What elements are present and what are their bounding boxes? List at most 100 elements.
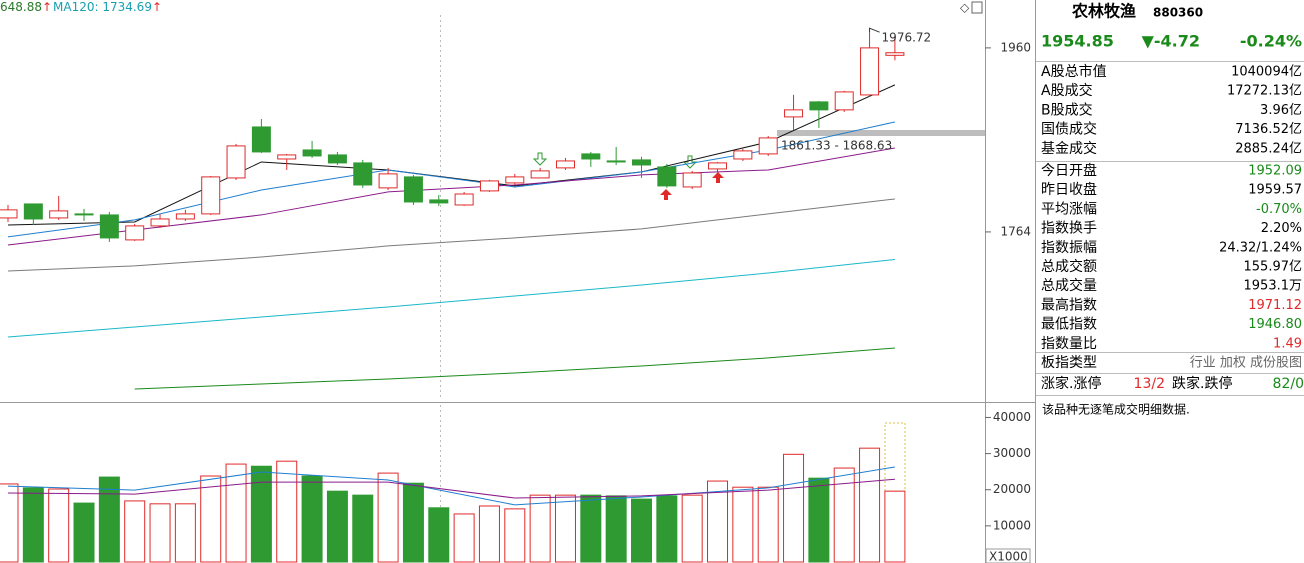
candle-body xyxy=(125,225,145,241)
candle-body xyxy=(251,126,271,153)
high-pointer xyxy=(869,27,880,33)
stat-value: 行业 加权 成份股图 xyxy=(1190,355,1302,371)
volume-bar xyxy=(631,498,652,563)
price-change-pct: -0.24% xyxy=(1240,32,1302,51)
moving-average xyxy=(7,84,896,226)
breadth-label: 涨家.涨停 xyxy=(1041,375,1101,392)
candle-body xyxy=(403,176,423,203)
signal-arrow-down xyxy=(532,152,548,166)
moving-average xyxy=(134,347,895,390)
stat-value: 2885.24亿 xyxy=(1235,141,1302,156)
candle-body xyxy=(530,170,550,179)
candle-body xyxy=(454,193,474,206)
stat-label: 指数振幅 xyxy=(1041,240,1097,256)
volume-bar xyxy=(732,486,754,563)
candle-body xyxy=(327,154,347,164)
volume-bar xyxy=(428,507,450,563)
volume-bar xyxy=(859,447,881,563)
price-change: ▼-4.72 xyxy=(1142,32,1200,51)
candle-body xyxy=(834,91,854,111)
stat-label: B股成交 xyxy=(1041,101,1093,118)
candle-body xyxy=(708,162,728,170)
stat-label: 基金成交 xyxy=(1041,140,1097,157)
projected-volume xyxy=(884,422,906,492)
candle-body xyxy=(885,52,905,56)
high-label: 1976.72 xyxy=(882,31,932,45)
volume-bar xyxy=(250,465,272,563)
y-tick-label: 40000 xyxy=(993,410,1031,424)
stat-value: 17272.13亿 xyxy=(1227,84,1302,99)
trade-note: 该品种无逐笔成交明细数据. xyxy=(1042,402,1190,417)
chart-icon[interactable]: ◇ xyxy=(960,1,970,15)
y-tick-label: 10000 xyxy=(993,518,1031,532)
candle-body xyxy=(555,160,575,169)
signal-arrow-up xyxy=(712,172,724,183)
ma-legend-value: 648.88 xyxy=(0,0,42,14)
candle-body xyxy=(682,172,702,188)
volume-bar xyxy=(276,460,298,563)
volume-bar xyxy=(0,483,19,563)
index-code: 880360 xyxy=(1153,6,1203,20)
volume-bar xyxy=(301,475,323,563)
candle-body xyxy=(353,162,373,186)
candle-body xyxy=(175,213,195,220)
range-label: 1861.33 - 1868.63 xyxy=(781,139,892,153)
breadth-value: 13/2 xyxy=(1134,376,1165,392)
volume-bar xyxy=(580,494,602,563)
volume-bar xyxy=(808,477,830,563)
stat-value: 1953.1万 xyxy=(1244,279,1303,294)
stat-value: 7136.52亿 xyxy=(1235,122,1302,137)
volume-bar xyxy=(174,503,196,563)
moving-average xyxy=(7,147,895,246)
volume-bar xyxy=(22,487,44,563)
ma-legend-arrow: ↑ xyxy=(42,0,52,14)
volume-bar xyxy=(554,494,576,563)
stat-label: 最高指数 xyxy=(1041,296,1097,313)
candle-body xyxy=(581,153,601,160)
ma-legend: 648.88↑ xyxy=(0,0,52,14)
candle-body xyxy=(302,149,322,157)
volume-average xyxy=(7,466,895,506)
quote-panel: 农林牧渔 880360 1954.85 ▼-4.72 -0.24% 该品种无逐笔… xyxy=(1036,2,1304,417)
y-tick-label: 1764 xyxy=(1000,224,1031,238)
stat-value: 1.49 xyxy=(1273,336,1302,351)
candle-body xyxy=(150,218,170,227)
volume-bar xyxy=(884,490,906,563)
candle-body xyxy=(784,109,804,118)
signal-arrow-up xyxy=(660,189,672,200)
ma-legend-arrow: ↑ xyxy=(152,0,162,14)
range-bar xyxy=(777,130,985,136)
stat-value: 1040094亿 xyxy=(1231,65,1302,80)
volume-bar xyxy=(326,490,348,563)
stat-value: 1952.09 xyxy=(1248,164,1302,179)
signal-arrow-down xyxy=(682,155,698,169)
moving-average xyxy=(7,198,895,272)
stat-label: 总成交额 xyxy=(1041,258,1097,275)
volume-bar xyxy=(504,508,526,563)
volume-bar xyxy=(656,495,678,563)
candle-body xyxy=(0,209,18,219)
candle-body xyxy=(277,154,297,160)
candle-body xyxy=(860,47,880,96)
volume-unit: X1000 xyxy=(989,550,1028,563)
chart-icon[interactable] xyxy=(971,1,983,14)
volume-bar xyxy=(529,494,551,563)
breadth-value: 82/0 xyxy=(1273,376,1304,392)
stat-value: 2.20% xyxy=(1261,221,1302,236)
candle-body xyxy=(505,176,525,184)
volume-bar xyxy=(681,494,703,563)
unit-box xyxy=(985,548,1031,563)
y-tick-label: 20000 xyxy=(993,482,1031,496)
volume-bar xyxy=(73,502,95,563)
candle-body xyxy=(201,176,221,215)
volume-bar xyxy=(478,505,500,563)
candle-body xyxy=(74,213,94,216)
candle-body xyxy=(99,214,119,239)
candle-body xyxy=(606,160,626,163)
stat-label: 指数量比 xyxy=(1041,336,1097,352)
stat-value: 155.97亿 xyxy=(1244,260,1303,275)
moving-average xyxy=(7,258,895,338)
candle-body xyxy=(23,203,43,220)
volume-bar xyxy=(225,463,247,563)
